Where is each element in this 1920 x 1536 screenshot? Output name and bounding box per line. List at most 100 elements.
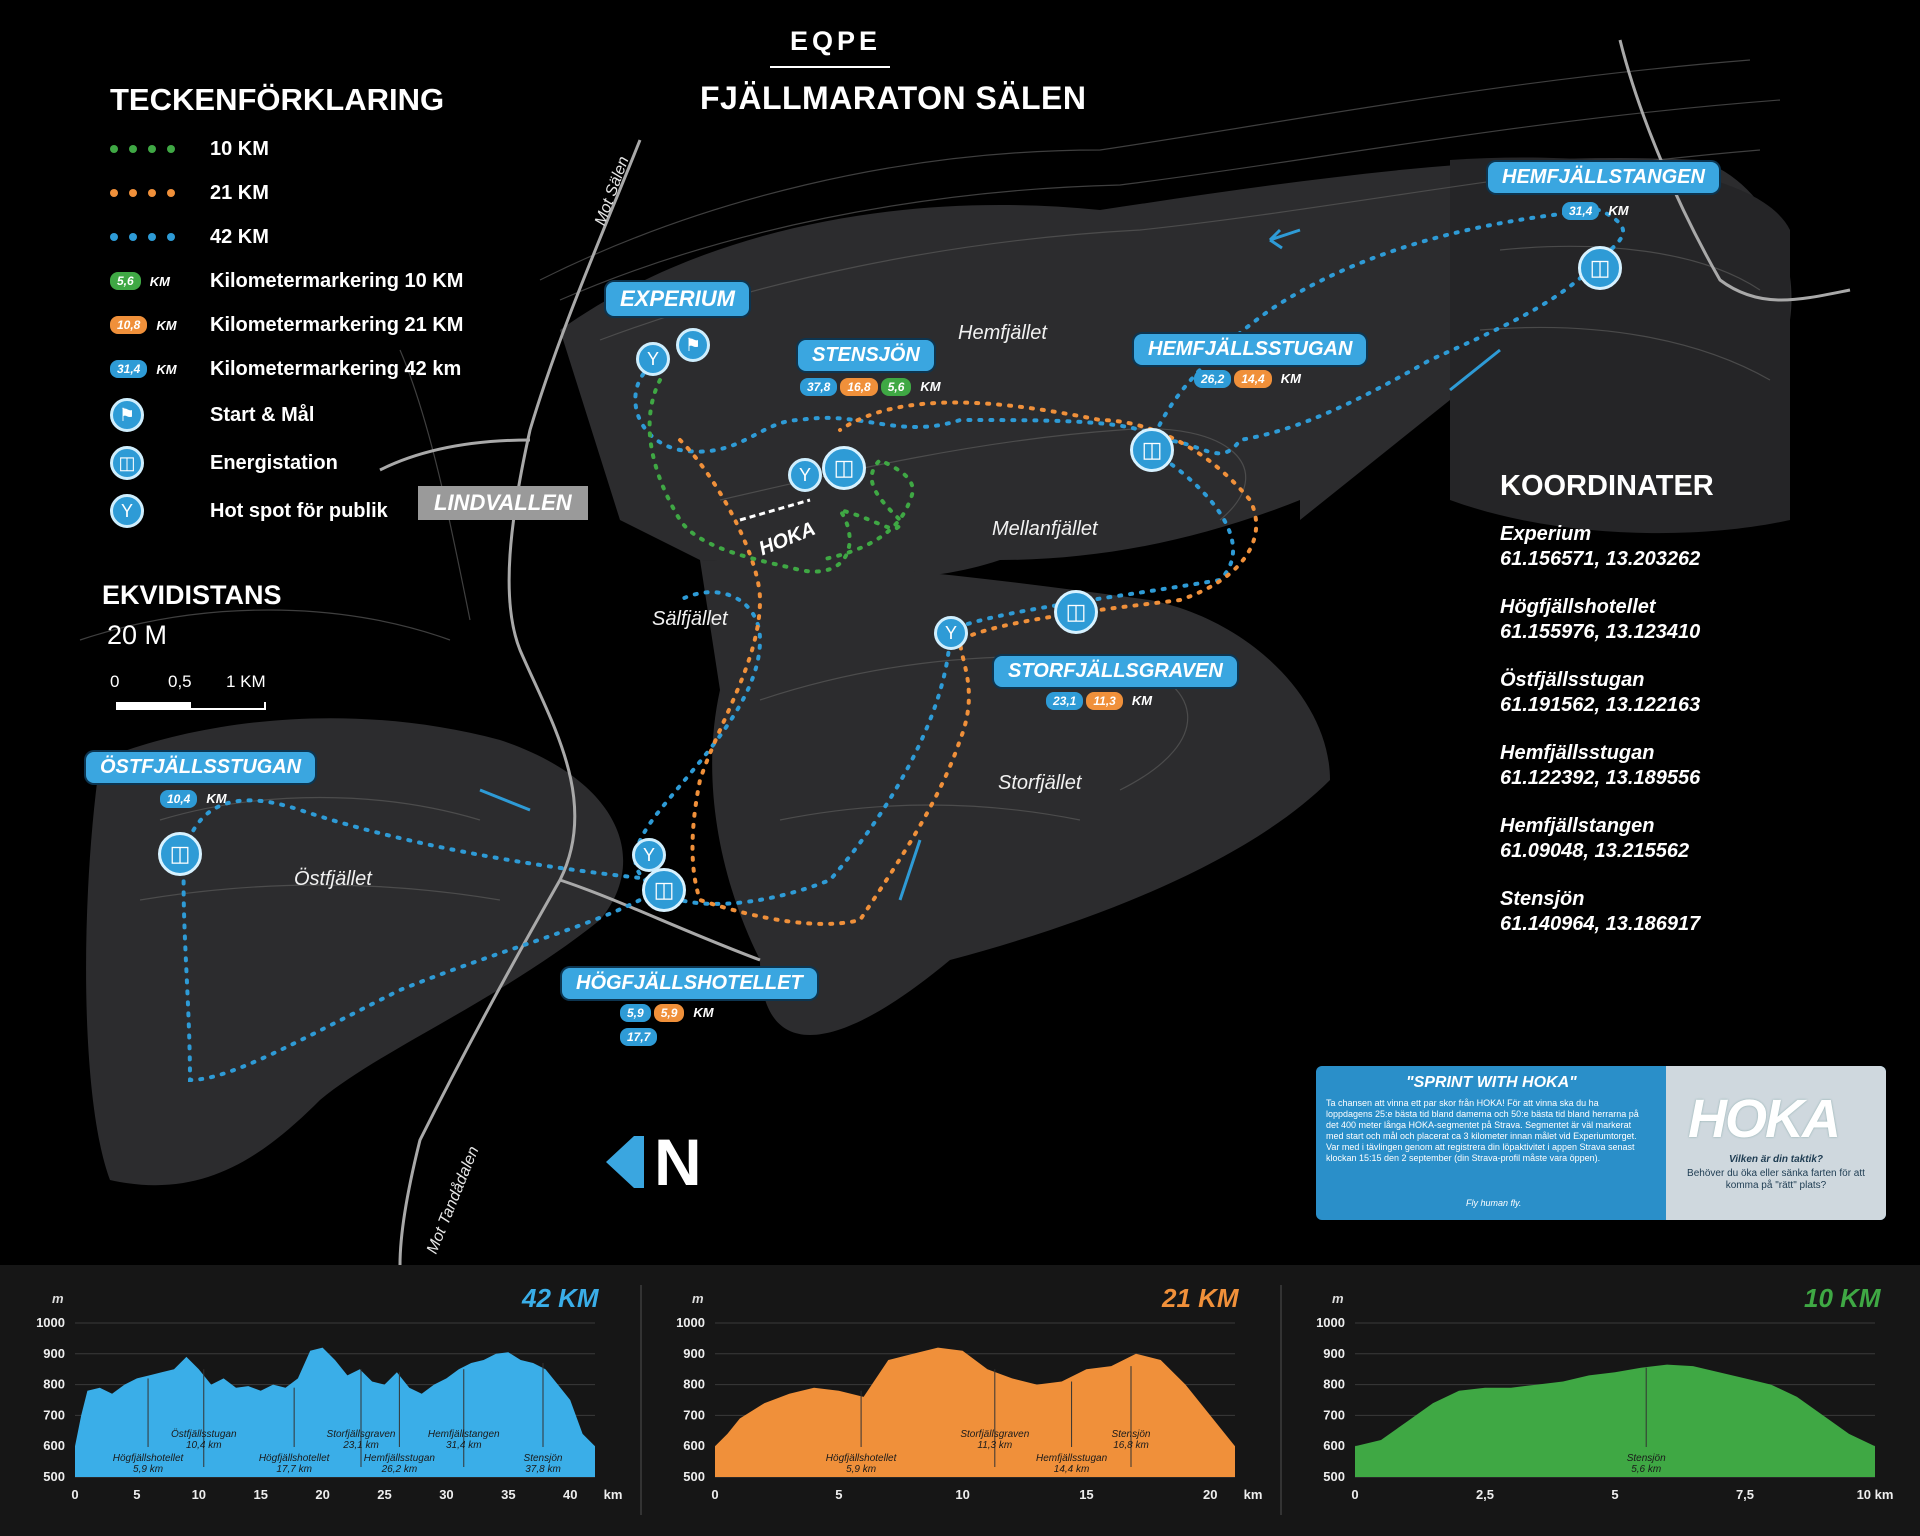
coordinate-item: Hemfjällsstugan 61.122392, 13.189556 (1500, 741, 1700, 791)
legend-item-21km: 21 KM (110, 176, 269, 210)
x-tick-label: 5 (835, 1487, 842, 1502)
cup-icon: ◫ (1054, 590, 1098, 634)
annotation-sub: 31,4 km (446, 1440, 482, 1451)
x-tick-label: 5 (1611, 1487, 1618, 1502)
legend-label: Energistation (210, 451, 338, 474)
coordinate-value: 61.191562, 13.122163 (1500, 694, 1701, 716)
spectator-icon: Y (110, 494, 144, 528)
km-pill: 5,6 (110, 272, 141, 290)
coordinate-item: Hemfjällstangen 61.09048, 13.215562 (1500, 814, 1689, 864)
km-markers-ostfjallsstugan: 10,4 KM (160, 790, 227, 808)
coordinate-item: Östfjällsstugan 61.191562, 13.122163 (1500, 668, 1700, 718)
km-pill: 10,4 (160, 790, 198, 808)
annotation-label: Högfjällshotellet (113, 1453, 185, 1464)
annotation-label: Hemfjällsstugan (1036, 1453, 1108, 1464)
annotation-sub: 17,7 km (276, 1464, 312, 1475)
annotation-label: Storfjällsgraven (327, 1429, 396, 1440)
legend-item-10km: 10 KM (110, 132, 269, 166)
legend-label: 42 KM (210, 225, 269, 248)
y-tick-label: 800 (683, 1377, 705, 1392)
x-tick-label: 30 (439, 1487, 453, 1502)
spectator-icon: Y (934, 616, 968, 650)
start-finish-icon: ⚑ (110, 398, 144, 432)
annotation-sub: 10,4 km (186, 1440, 222, 1451)
annotation-sub: 23,1 km (342, 1440, 379, 1451)
brand-divider (770, 66, 890, 68)
region-label: Östfjället (294, 868, 372, 890)
annotation-label: Högfjällshotellet (259, 1453, 331, 1464)
annotation-sub: 11,3 km (977, 1440, 1012, 1451)
km-markers-storfjallsgraven: 23,1 11,3 KM (1046, 692, 1152, 710)
coordinate-name: Stensjön (1500, 888, 1585, 910)
chart-title: 42 KM (522, 1283, 599, 1313)
legend-label: Kilometermarkering 21 KM (210, 313, 464, 336)
cup-icon: ◫ (110, 446, 144, 480)
annotation-sub: 16,8 km (1113, 1440, 1149, 1451)
annotation-label: Storfjällsgraven (960, 1429, 1029, 1440)
spectator-icon: Y (788, 458, 822, 492)
x-tick-label: 10 km (1857, 1487, 1894, 1502)
annotation-sub: 37,8 km (525, 1464, 561, 1475)
elevation-area (1355, 1364, 1875, 1477)
place-label-hemfjallsstugan: HEMFJÄLLSSTUGAN (1134, 334, 1367, 365)
legend-item-42km: 42 KM (110, 220, 269, 254)
x-tick-label: 2,5 (1476, 1487, 1494, 1502)
coordinate-value: 61.09048, 13.215562 (1500, 840, 1690, 862)
x-tick-label: 0 (1351, 1487, 1358, 1502)
spectator-icon: Y (632, 838, 666, 872)
y-tick-label: 900 (683, 1346, 705, 1361)
km-markers-hemfjallsstugan: 26,2 14,4 KM (1194, 370, 1301, 388)
place-label-stensjon: STENSJÖN (798, 340, 934, 371)
annotation-sub: 14,4 km (1054, 1464, 1090, 1475)
legend-item-spectator-hotspot: Y Hot spot för publik (110, 494, 388, 528)
cup-icon: ◫ (822, 446, 866, 490)
promo-answer: Behöver du öka eller sänka farten för at… (1687, 1168, 1865, 1191)
y-unit-label: m (1332, 1291, 1344, 1306)
spectator-icon: Y (636, 342, 670, 376)
annotation-sub: 5,9 km (133, 1464, 163, 1475)
coordinate-name: Högfjällshotellet (1500, 596, 1656, 618)
elevation-profiles: m 1000 900 800 700 600 500 Högfjällshotellet 5,9… (0, 1265, 1920, 1536)
legend-item-km-marker-10: 5,6 KM Kilometermarkering 10 KM (110, 264, 463, 298)
km-markers-stensjon: 37,8 16,8 5,6 KM (800, 378, 941, 396)
legend-item-energy-station: ◫ Energistation (110, 446, 338, 480)
x-tick-label: km (604, 1487, 623, 1502)
place-label-lindvallen: LINDVALLEN (418, 486, 588, 520)
orange-dots-icon (110, 189, 210, 197)
x-tick-label: 15 (1079, 1487, 1093, 1502)
km-pill: 5,9 (653, 1004, 685, 1022)
region-label: Storfjället (998, 772, 1082, 794)
green-dots-icon (110, 145, 210, 153)
promo-logo-panel: HOKA Vilken är din taktik? Behöver du ök… (1666, 1066, 1886, 1220)
y-tick-label: 700 (683, 1407, 705, 1422)
start-finish-icon: ⚑ (676, 328, 710, 362)
place-label-storfjallsgraven: STORFJÄLLSGRAVEN (994, 656, 1237, 687)
scale-label-half: 0,5 (168, 672, 192, 691)
km-pill: 17,7 (620, 1028, 658, 1046)
y-tick-label: 900 (1323, 1346, 1345, 1361)
scale-bar (116, 702, 266, 710)
cup-icon: ◫ (642, 868, 686, 912)
km-unit: KM (206, 791, 227, 806)
legend-label: Kilometermarkering 42 km (210, 357, 462, 380)
km-pill: 5,6 (880, 378, 912, 396)
scale-label-0: 0 (110, 672, 120, 691)
coordinate-value: 61.156571, 13.203262 (1500, 548, 1701, 570)
y-tick-label: 700 (43, 1407, 65, 1422)
km-unit: KM (1131, 693, 1153, 708)
y-tick-label: 600 (1323, 1438, 1345, 1453)
legend-label: 10 KM (210, 137, 269, 160)
km-pill: 5,9 (620, 1004, 651, 1022)
coordinate-item: Högfjällshotellet 61.155976, 13.123410 (1500, 595, 1700, 645)
x-tick-label: 7,5 (1736, 1487, 1754, 1502)
place-label-ostfjallsstugan: ÖSTFJÄLLSSTUGAN (86, 752, 316, 783)
x-tick-label: 20 (1203, 1487, 1217, 1502)
km-pill: 10,8 (110, 316, 148, 334)
x-tick-label: 15 (253, 1487, 267, 1502)
km-markers-hemfjallstangen: 31,4 KM (1562, 202, 1629, 220)
legend-label: Hot spot för publik (210, 499, 388, 522)
coordinate-name: Experium (1500, 523, 1592, 545)
legend-label: Start & Mål (210, 403, 315, 426)
legend-title: TECKENFÖRKLARING (110, 82, 445, 117)
